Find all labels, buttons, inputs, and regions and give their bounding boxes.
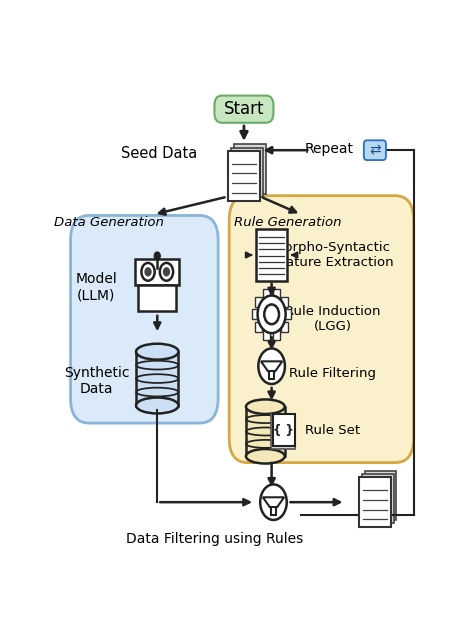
FancyBboxPatch shape — [273, 330, 280, 340]
Text: Rule Filtering: Rule Filtering — [289, 367, 376, 380]
FancyBboxPatch shape — [365, 471, 397, 520]
FancyBboxPatch shape — [255, 297, 262, 307]
Ellipse shape — [246, 399, 285, 414]
FancyBboxPatch shape — [263, 330, 270, 340]
Circle shape — [258, 295, 286, 333]
Circle shape — [164, 268, 169, 276]
FancyBboxPatch shape — [256, 229, 288, 281]
FancyBboxPatch shape — [359, 478, 391, 527]
Text: Data Filtering using Rules: Data Filtering using Rules — [126, 532, 303, 546]
Circle shape — [154, 252, 160, 260]
FancyBboxPatch shape — [263, 289, 270, 299]
Circle shape — [145, 268, 151, 276]
Text: Morpho-Syntactic
Feature Extraction: Morpho-Syntactic Feature Extraction — [271, 241, 394, 269]
FancyBboxPatch shape — [70, 216, 218, 423]
Text: ⇄: ⇄ — [369, 143, 381, 157]
Text: Synthetic
Data: Synthetic Data — [64, 366, 129, 396]
FancyBboxPatch shape — [231, 148, 263, 197]
Ellipse shape — [246, 449, 285, 464]
FancyBboxPatch shape — [246, 406, 285, 456]
Text: Data Generation: Data Generation — [54, 216, 164, 229]
FancyBboxPatch shape — [281, 297, 288, 307]
FancyBboxPatch shape — [136, 352, 178, 406]
Circle shape — [264, 304, 279, 324]
Circle shape — [160, 263, 173, 281]
Text: Rule Set: Rule Set — [305, 424, 360, 437]
FancyBboxPatch shape — [273, 414, 295, 446]
FancyBboxPatch shape — [364, 141, 386, 160]
Text: Seed Data: Seed Data — [121, 146, 197, 161]
FancyBboxPatch shape — [284, 309, 291, 319]
FancyBboxPatch shape — [135, 259, 179, 284]
Polygon shape — [263, 498, 284, 507]
Polygon shape — [271, 507, 276, 515]
Circle shape — [260, 484, 287, 520]
Ellipse shape — [136, 397, 178, 413]
Text: Rule Induction
(LGG): Rule Induction (LGG) — [285, 305, 380, 333]
Circle shape — [141, 263, 155, 281]
Text: Repeat: Repeat — [304, 142, 353, 156]
Ellipse shape — [136, 343, 178, 360]
Text: Rule Generation: Rule Generation — [235, 216, 342, 229]
Text: Start: Start — [224, 100, 264, 118]
FancyBboxPatch shape — [138, 285, 177, 311]
FancyBboxPatch shape — [229, 196, 414, 463]
FancyBboxPatch shape — [252, 309, 259, 319]
FancyBboxPatch shape — [273, 289, 280, 299]
FancyBboxPatch shape — [281, 322, 288, 332]
FancyBboxPatch shape — [362, 474, 394, 523]
FancyBboxPatch shape — [234, 144, 266, 194]
FancyBboxPatch shape — [214, 96, 273, 123]
Circle shape — [258, 349, 285, 384]
FancyBboxPatch shape — [270, 414, 295, 449]
Text: { }: { } — [273, 424, 294, 437]
FancyBboxPatch shape — [228, 151, 259, 200]
Polygon shape — [261, 361, 282, 371]
Polygon shape — [269, 371, 274, 379]
Text: Model
(LLM): Model (LLM) — [76, 272, 117, 302]
FancyBboxPatch shape — [255, 322, 262, 332]
